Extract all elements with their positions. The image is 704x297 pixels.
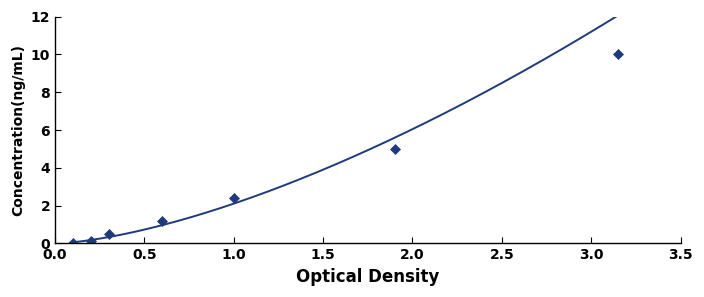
- X-axis label: Optical Density: Optical Density: [296, 268, 439, 286]
- Y-axis label: Concentration(ng/mL): Concentration(ng/mL): [11, 44, 25, 216]
